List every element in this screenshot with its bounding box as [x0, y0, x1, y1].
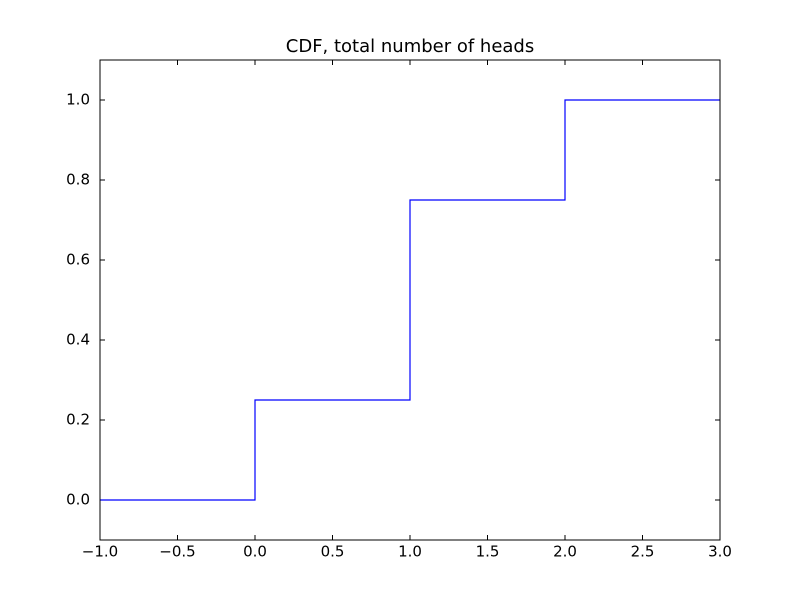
x-tick-label: −0.5	[159, 543, 195, 561]
x-tick-label: 3.0	[708, 543, 732, 561]
chart-title: CDF, total number of heads	[286, 36, 534, 57]
y-tick-label: 0.6	[66, 251, 90, 269]
x-tick-label: 2.5	[631, 543, 655, 561]
y-tick-label: 0.4	[66, 331, 90, 349]
line	[100, 99, 720, 501]
y-tick-label: 0.0	[66, 491, 90, 509]
x-tick-label: 0.5	[321, 543, 345, 561]
x-tick-label: 2.0	[553, 543, 577, 561]
y-tick-label: 0.8	[66, 171, 90, 189]
x-tick-label: 0.0	[243, 543, 267, 561]
x-tick-label: 1.5	[476, 543, 500, 561]
plot-frame	[99, 59, 721, 541]
x-tick-label: −1.0	[82, 543, 118, 561]
y-tick-label: 1.0	[66, 91, 90, 109]
y-tick-label: 0.2	[66, 411, 90, 429]
x-tick-label: 1.0	[398, 543, 422, 561]
